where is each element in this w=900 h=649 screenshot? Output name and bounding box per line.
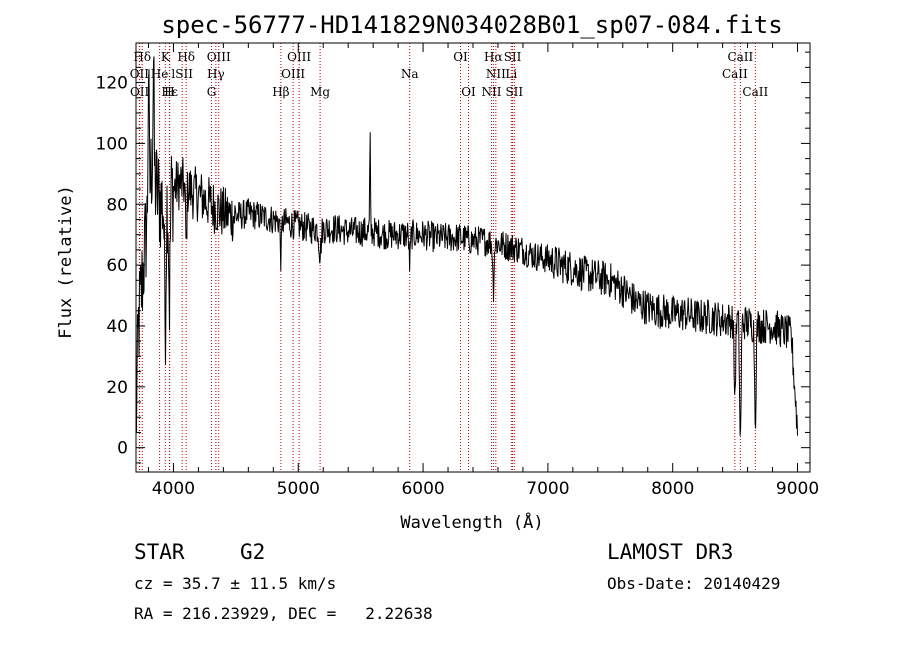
x-axis-ticks: 4000 5000 6000 7000 8000 9000 <box>147 43 819 499</box>
spectral-line-label: OIII <box>207 50 231 64</box>
x-tick-label: 9000 <box>776 479 819 499</box>
spectral-line-label: Hδ <box>177 50 195 64</box>
x-axis-label: Wavelength (Å) <box>400 511 543 533</box>
spectral-line-label: Hγ <box>207 67 225 81</box>
spectral-line-label: CaII <box>722 67 748 81</box>
spectral-line-label: Hδ <box>133 50 151 64</box>
y-tick-label: 40 <box>106 317 128 337</box>
spectral-line-label: G <box>207 85 217 99</box>
spectral-line-label: OIII <box>281 67 305 81</box>
spectral-line-markers <box>138 43 756 472</box>
spectral-line-label: NII <box>481 85 501 99</box>
redshift-info: cz = 35.7 ± 11.5 km/s <box>134 574 336 593</box>
spectral-line-label: Na <box>401 67 419 81</box>
spectral-line-label: SII <box>504 50 522 64</box>
survey-name: LAMOST DR3 <box>607 540 733 564</box>
y-tick-label: 0 <box>117 439 128 459</box>
spectral-line-label: Hα <box>484 50 503 64</box>
spectral-line-label: OIII <box>287 50 311 64</box>
spectral-line-label: Hβ <box>272 85 289 99</box>
spectral-line-label: Li <box>505 67 517 81</box>
y-tick-label: 20 <box>106 378 128 398</box>
spectral-line-label: OI <box>461 85 476 99</box>
spectral-line-label: Hε <box>161 85 178 99</box>
chart-title: spec-56777-HD141829N034028B01_sp07-084.f… <box>161 11 782 39</box>
spectral-line-label: SII <box>505 85 523 99</box>
spectral-line-label: OI <box>453 50 468 64</box>
object-type: STAR <box>134 540 185 564</box>
x-tick-label: 4000 <box>152 479 195 499</box>
y-axis-ticks: 0 20 40 60 80 100 120 <box>96 51 810 464</box>
x-tick-label: 8000 <box>651 479 694 499</box>
spectral-line-label: CaII <box>742 85 768 99</box>
observation-date: Obs-Date: 20140429 <box>607 574 780 593</box>
spectral-line-label: K <box>161 50 171 64</box>
y-tick-label: 60 <box>106 256 128 276</box>
y-tick-label: 100 <box>96 134 128 154</box>
spectral-line-label: Mg <box>310 85 330 99</box>
plot-frame <box>135 42 811 473</box>
y-axis-label: Flux (relative) <box>56 185 76 339</box>
spectral-line-label: He <box>151 67 169 81</box>
x-tick-label: 7000 <box>526 479 569 499</box>
coordinates-info: RA = 216.23929, DEC = 2.22638 <box>134 604 433 623</box>
spectral-line-label: OII <box>130 85 150 99</box>
spectral-line-label: OII <box>130 67 150 81</box>
spectral-line-label: NII <box>486 67 506 81</box>
spectral-subclass: G2 <box>240 540 265 564</box>
spectrum-series <box>135 56 798 436</box>
spectral-line-label: H <box>164 85 174 99</box>
x-tick-label: 5000 <box>277 479 320 499</box>
y-tick-label: 80 <box>106 195 128 215</box>
spectral-line-label: lSII <box>171 67 193 81</box>
y-tick-label: 120 <box>96 74 128 94</box>
x-tick-label: 6000 <box>401 479 444 499</box>
spectral-line-label: CaII <box>727 50 753 64</box>
